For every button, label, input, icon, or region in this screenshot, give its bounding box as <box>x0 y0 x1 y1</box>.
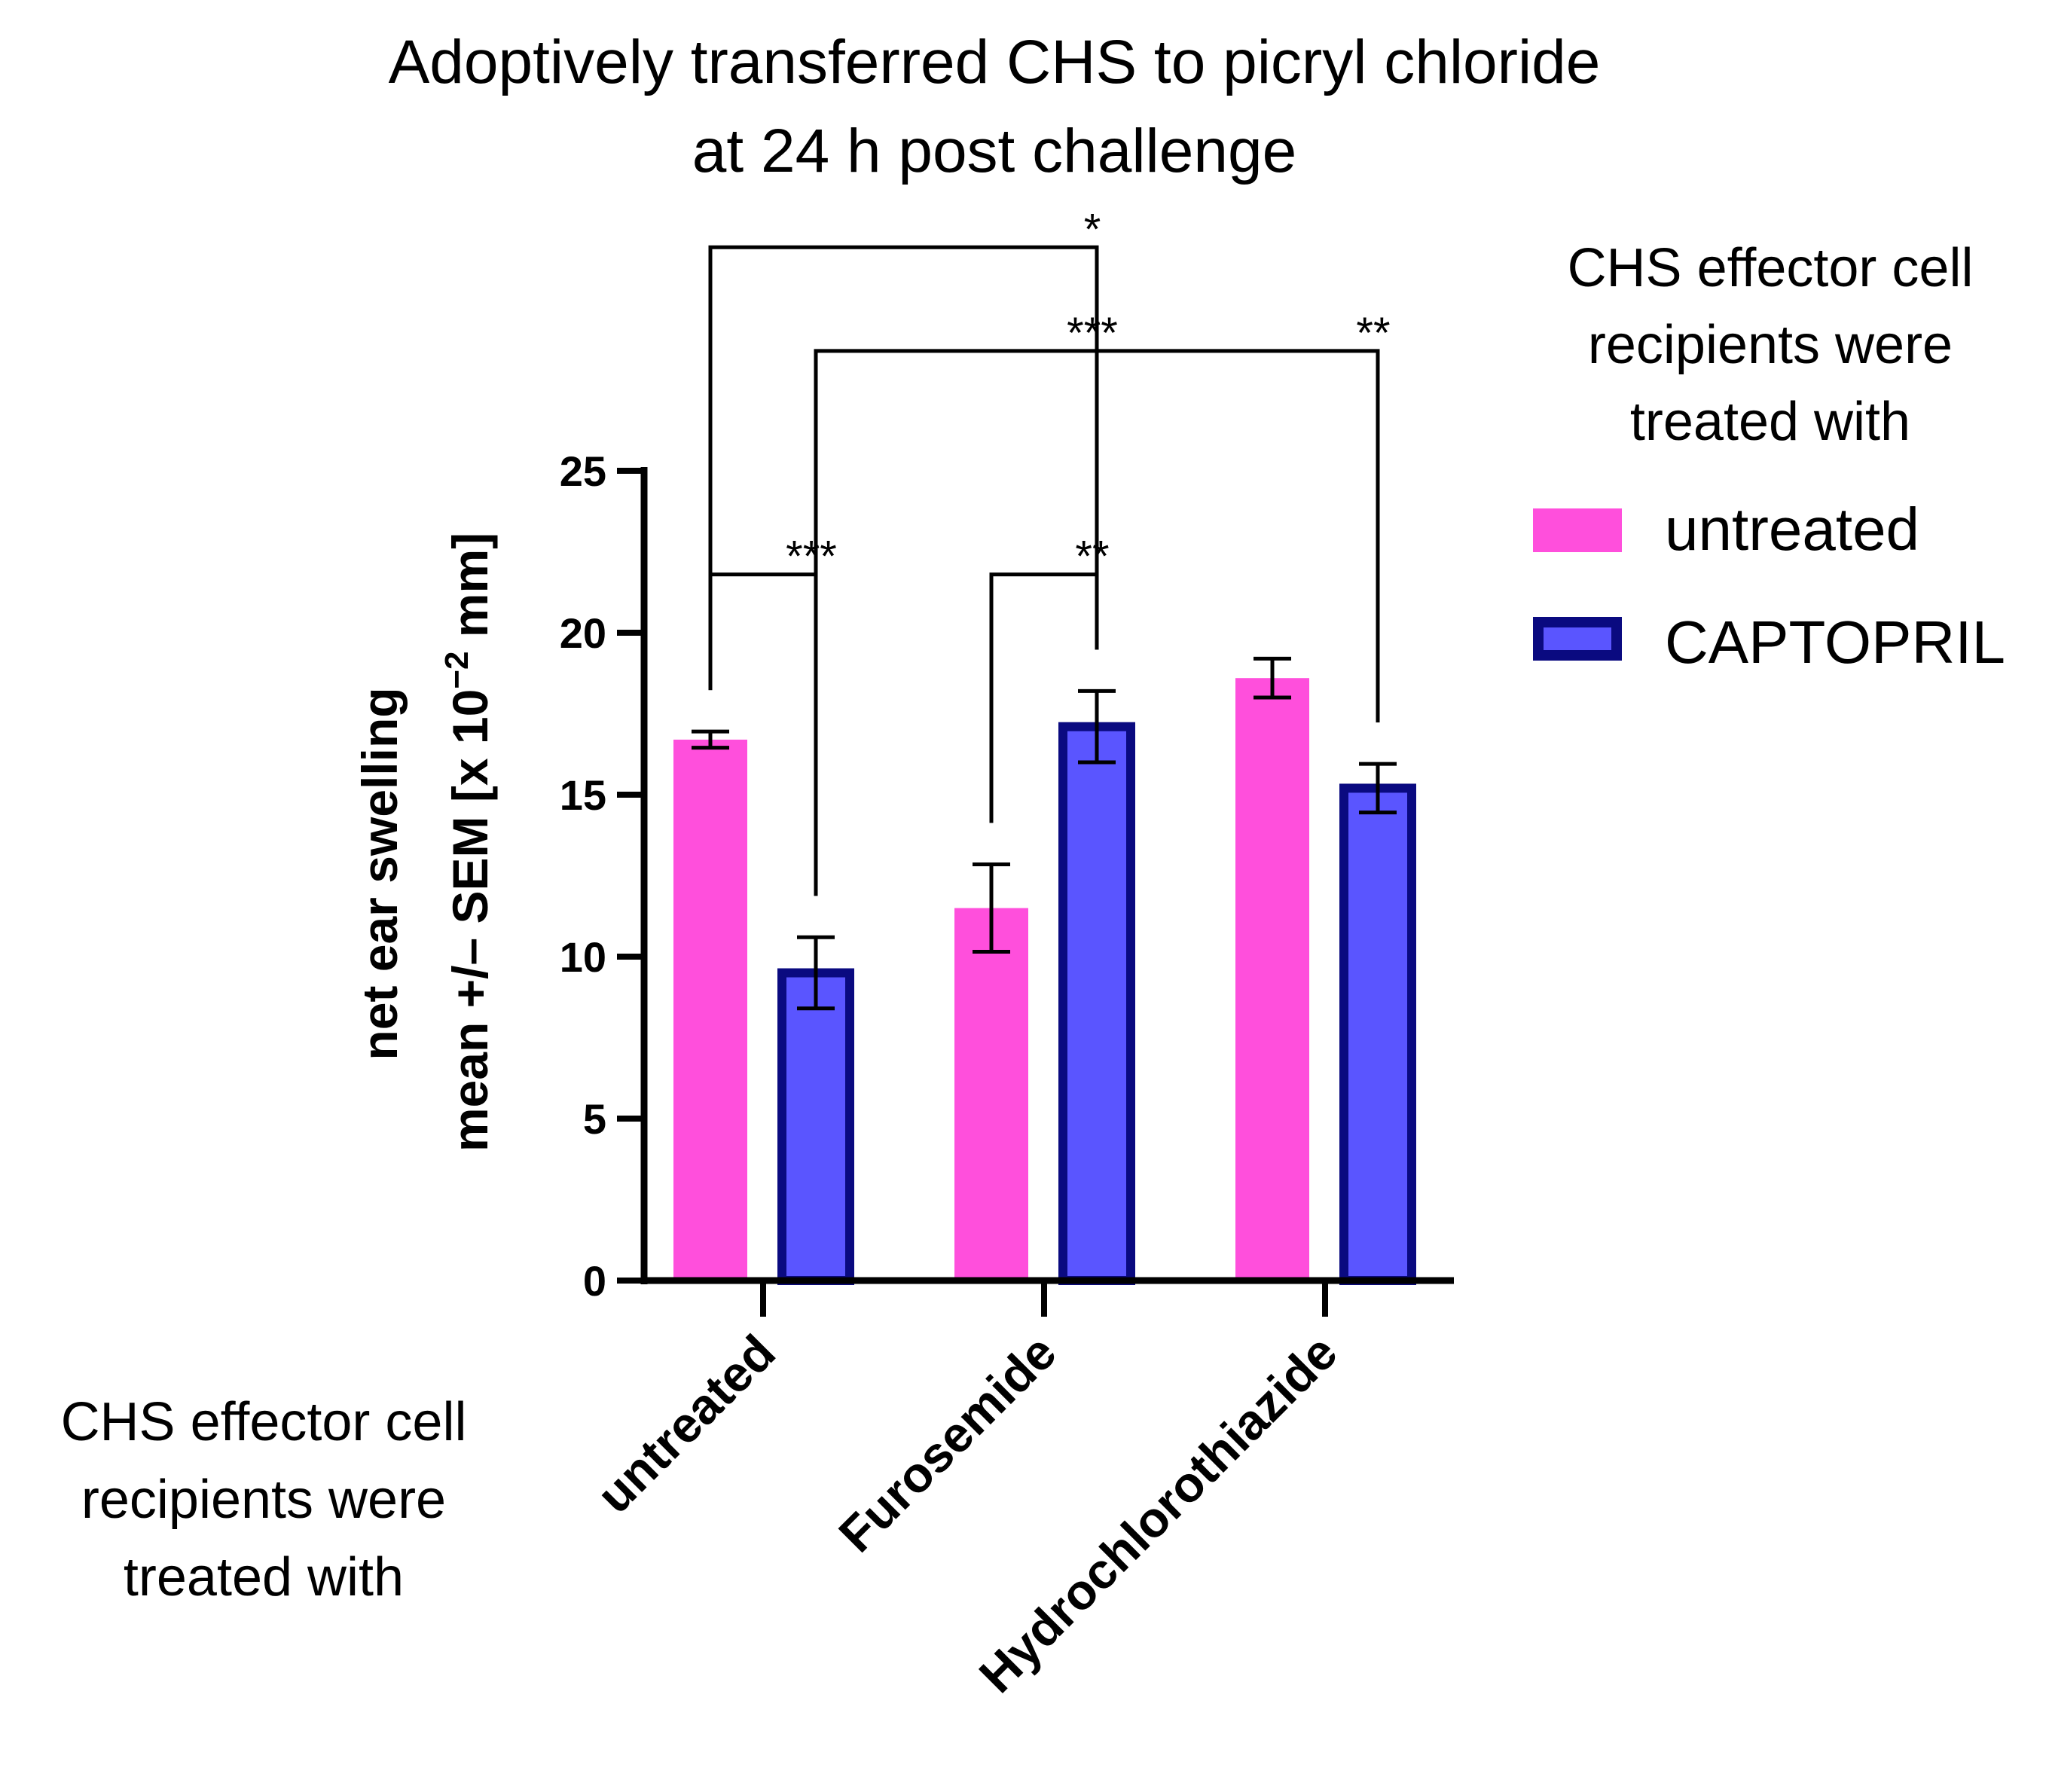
y-tick-label-20: 20 <box>560 609 606 657</box>
chart-title-line-1: Adoptively transferred CHS to picryl chl… <box>389 28 1601 96</box>
y-axis-label-line-1: net ear swelling <box>352 687 408 1060</box>
bar-untreated-0 <box>673 739 747 1281</box>
significance-label-0: * <box>1084 205 1101 254</box>
y-tick-label-25: 25 <box>560 447 606 495</box>
y-tick-label-10: 10 <box>560 933 606 981</box>
y-axis-label-exponent: −2 <box>438 652 475 689</box>
x-tick-label-furosemide: Furosemide <box>828 1324 1067 1563</box>
y-tick-label-5: 5 <box>583 1095 606 1143</box>
y-tick-label-0: 0 <box>583 1257 606 1305</box>
legend-title-line-1: CHS effector cell <box>1568 238 1974 298</box>
y-axis-label-main: mean +/– SEM [x 10 <box>442 689 498 1152</box>
legend-label-untreated: untreated <box>1665 496 1919 563</box>
x-tick-label-untreated: untreated <box>586 1324 786 1524</box>
significance-label-3: *** <box>786 533 837 582</box>
y-axis-label-line-2: mean +/– SEM [x 10−2 mm] <box>438 533 498 1152</box>
x-axis-title-line-2: recipients were <box>81 1470 446 1530</box>
bar-captopril-1 <box>1058 722 1135 1285</box>
significance-bracket-2 <box>1095 349 1380 723</box>
y-axis-label-unit: mm] <box>442 533 498 652</box>
legend-swatch-captopril <box>1533 617 1622 661</box>
bar-untreated-2 <box>1235 678 1309 1281</box>
bar-captopril-2 <box>1339 783 1416 1285</box>
legend: CHS effector cell recipients were treate… <box>1533 238 2005 676</box>
bar-captopril-0 <box>777 968 854 1285</box>
y-tick-label-15: 15 <box>560 771 606 819</box>
x-axis-title-line-1: CHS effector cell <box>61 1392 467 1452</box>
legend-label-captopril: CAPTOPRIL <box>1665 609 2005 676</box>
significance-bracket-3 <box>708 572 818 896</box>
legend-title-line-3: treated with <box>1630 392 1910 452</box>
chart-title-line-2: at 24 h post challenge <box>692 117 1296 185</box>
significance-bracket-1 <box>814 349 1099 896</box>
legend-title-line-2: recipients were <box>1588 315 1953 375</box>
x-axis-title-line-3: treated with <box>124 1547 404 1607</box>
significance-label-4: ** <box>1075 533 1109 582</box>
significance-label-2: ** <box>1356 309 1390 358</box>
bar-untreated-1 <box>954 908 1028 1281</box>
legend-swatch-untreated <box>1533 508 1622 552</box>
significance-bracket-0 <box>708 245 1099 691</box>
